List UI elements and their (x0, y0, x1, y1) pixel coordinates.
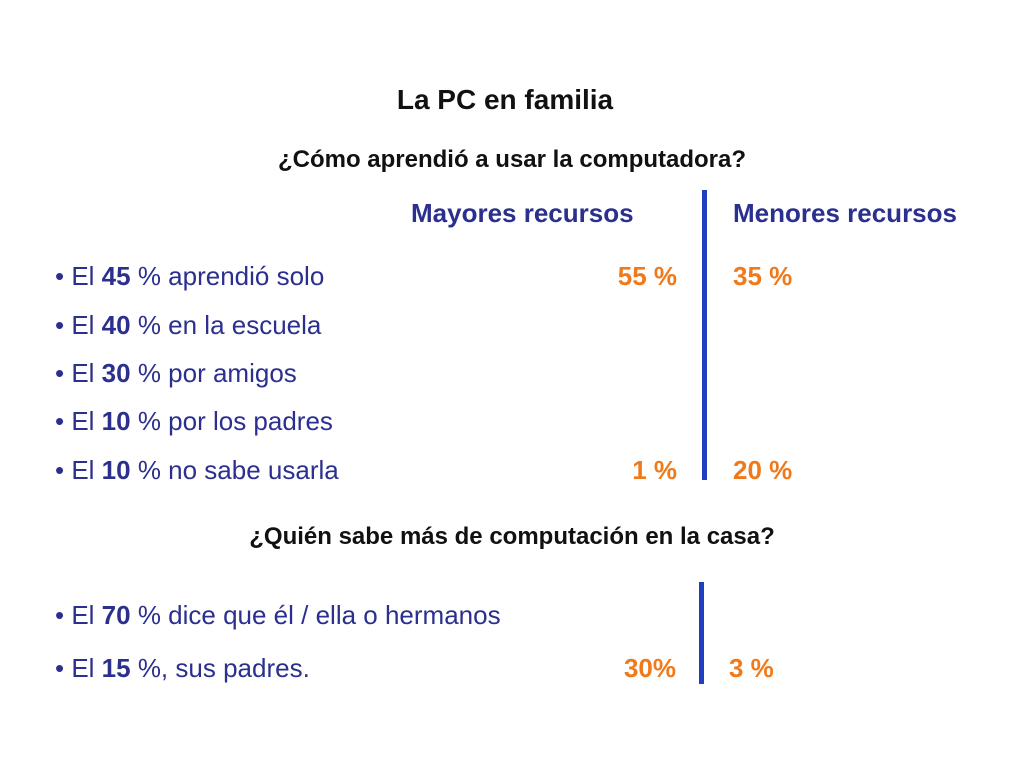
value-mayores-s2: 30% (623, 653, 676, 683)
value-menores-s2: 3 % (729, 653, 774, 683)
column-divider-2 (699, 582, 704, 684)
value-mayores-row1: 55 % (617, 261, 677, 291)
column-header-menores: Menores recursos (733, 198, 957, 228)
value-mayores-row5: 1 % (632, 455, 677, 485)
column-header-mayores: Mayores recursos (411, 198, 634, 228)
list-item: • El 30 % por amigos (55, 358, 297, 388)
section1-question: ¿Cómo aprendió a usar la computadora? (277, 146, 747, 173)
list-item: • El 10 % por los padres (55, 406, 333, 436)
section2-question: ¿Quién sabe más de computación en la cas… (249, 523, 775, 550)
list-item: • El 40 % en la escuela (55, 310, 322, 340)
value-menores-row5: 20 % (733, 455, 793, 485)
value-menores-row1: 35 % (733, 261, 793, 291)
list-item: • El 10 % no sabe usarla (55, 455, 339, 485)
column-divider-1 (702, 190, 707, 480)
list-item: • El 45 % aprendió solo (55, 261, 325, 291)
list-item: • El 70 % dice que él / ella o hermanos (55, 600, 501, 630)
page-title: La PC en familia (396, 84, 614, 115)
list-item: • El 15 %, sus padres. (55, 653, 310, 683)
